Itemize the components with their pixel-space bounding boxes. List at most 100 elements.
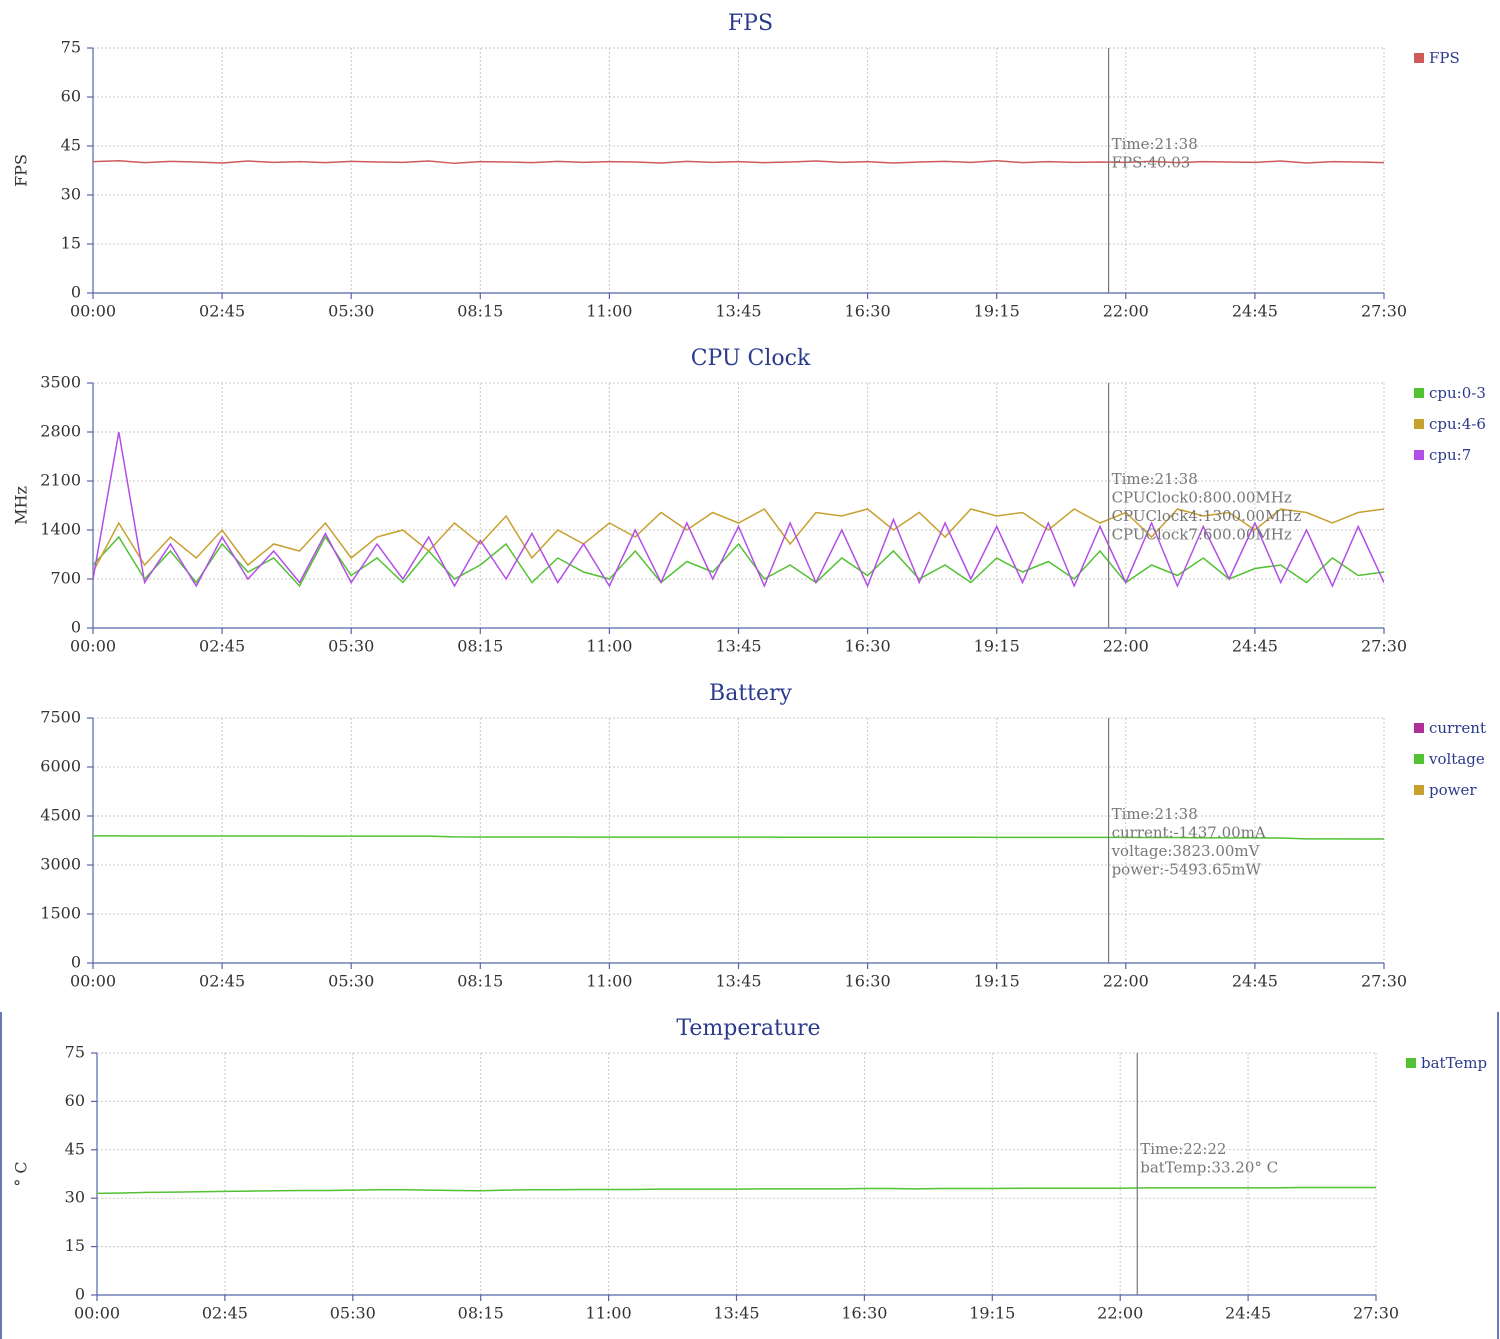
x-tick-label: 22:00 xyxy=(1103,302,1149,321)
chart-title: CPU Clock xyxy=(691,346,811,371)
x-tick-label: 05:30 xyxy=(328,637,374,656)
legend-swatch xyxy=(1414,419,1424,429)
tooltip-text: Time:21:38 xyxy=(1112,805,1198,823)
x-tick-label: 22:00 xyxy=(1103,972,1149,991)
y-tick-label: 3000 xyxy=(40,855,81,874)
x-tick-label: 11:00 xyxy=(586,637,632,656)
legend-swatch xyxy=(1414,53,1424,63)
y-tick-label: 0 xyxy=(71,953,81,972)
y-tick-label: 3500 xyxy=(40,373,81,392)
x-tick-label: 22:00 xyxy=(1097,1304,1143,1323)
legend-label: current xyxy=(1429,719,1486,737)
x-tick-label: 27:30 xyxy=(1361,972,1407,991)
x-tick-label: 22:00 xyxy=(1103,637,1149,656)
x-tick-label: 19:15 xyxy=(974,637,1020,656)
legend-label: cpu:0-3 xyxy=(1429,384,1486,402)
x-tick-label: 13:45 xyxy=(715,637,761,656)
series-line xyxy=(93,159,1384,165)
tooltip-text: CPUClock0:800.00MHz xyxy=(1112,489,1292,507)
series-line xyxy=(93,508,1384,573)
x-tick-label: 24:45 xyxy=(1232,302,1278,321)
x-tick-label: 16:30 xyxy=(841,1304,887,1323)
y-tick-label: 15 xyxy=(61,234,81,253)
x-tick-label: 19:15 xyxy=(974,972,1020,991)
x-tick-label: 19:15 xyxy=(974,302,1020,321)
y-tick-label: 60 xyxy=(61,87,81,106)
y-tick-label: 700 xyxy=(50,569,81,588)
legend-swatch xyxy=(1406,1058,1416,1068)
y-tick-label: 0 xyxy=(71,618,81,637)
y-tick-label: 75 xyxy=(61,38,81,57)
x-tick-label: 08:15 xyxy=(458,1304,504,1323)
y-tick-label: 75 xyxy=(65,1043,85,1062)
series-line xyxy=(93,535,1384,588)
x-tick-label: 00:00 xyxy=(70,637,116,656)
plot-area xyxy=(93,159,1384,165)
series-line xyxy=(93,835,1384,840)
y-tick-label: 0 xyxy=(71,283,81,302)
x-tick-label: 02:45 xyxy=(199,637,245,656)
x-tick-label: 00:00 xyxy=(70,302,116,321)
x-tick-label: 16:30 xyxy=(845,972,891,991)
tooltip-text: CPUClock7:600.00MHz xyxy=(1112,526,1292,544)
tooltip-text: CPUClock4:1300.00MHz xyxy=(1112,507,1302,525)
y-tick-label: 2800 xyxy=(40,422,81,441)
x-tick-label: 02:45 xyxy=(199,972,245,991)
series-line xyxy=(93,1009,1384,1010)
y-tick-label: 1400 xyxy=(40,520,81,539)
x-tick-label: 00:00 xyxy=(74,1304,120,1323)
x-tick-label: 02:45 xyxy=(202,1304,248,1323)
x-tick-label: 00:00 xyxy=(70,972,116,991)
x-tick-label: 08:15 xyxy=(457,302,503,321)
x-tick-label: 08:15 xyxy=(457,637,503,656)
legend-label: batTemp xyxy=(1421,1054,1487,1072)
y-axis-label: ° C xyxy=(12,1161,31,1186)
x-tick-label: 11:00 xyxy=(586,302,632,321)
x-tick-label: 05:30 xyxy=(328,302,374,321)
y-tick-label: 15 xyxy=(65,1236,85,1255)
legend-label: cpu:4-6 xyxy=(1429,415,1486,433)
chart-title: Battery xyxy=(709,681,793,706)
y-tick-label: 1500 xyxy=(40,904,81,923)
y-tick-label: 0 xyxy=(75,1285,85,1304)
x-tick-label: 27:30 xyxy=(1361,637,1407,656)
tooltip-text: voltage:3823.00mV xyxy=(1111,842,1261,860)
tooltip-text: batTemp:33.20° C xyxy=(1140,1159,1278,1177)
x-tick-label: 19:15 xyxy=(969,1304,1015,1323)
legend-swatch xyxy=(1414,723,1424,733)
tooltip-text: Time:22:22 xyxy=(1140,1140,1226,1158)
legend-label: FPS xyxy=(1429,49,1460,67)
x-tick-label: 27:30 xyxy=(1353,1304,1399,1323)
x-tick-label: 08:15 xyxy=(457,972,503,991)
chart-title: Temperature xyxy=(676,1016,820,1041)
y-tick-label: 45 xyxy=(65,1139,85,1158)
x-tick-label: 11:00 xyxy=(586,972,632,991)
tooltip-text: current:-1437.00mA xyxy=(1112,824,1266,842)
x-tick-label: 05:30 xyxy=(328,972,374,991)
series-line xyxy=(93,431,1384,588)
legend-swatch xyxy=(1414,388,1424,398)
x-tick-label: 02:45 xyxy=(199,302,245,321)
tooltip-text: power:-5493.65mW xyxy=(1112,861,1262,879)
plot-area xyxy=(93,835,1384,1010)
y-tick-label: 45 xyxy=(61,136,81,155)
y-tick-label: 2100 xyxy=(40,471,81,490)
chart-title: FPS xyxy=(728,11,773,36)
y-tick-label: 4500 xyxy=(40,806,81,825)
y-tick-label: 6000 xyxy=(40,757,81,776)
plot-area xyxy=(97,1186,1376,1195)
x-tick-label: 16:30 xyxy=(845,302,891,321)
tooltip-text: Time:21:38 xyxy=(1112,135,1198,153)
y-tick-label: 30 xyxy=(61,185,81,204)
series-line xyxy=(97,1186,1376,1195)
x-tick-label: 13:45 xyxy=(713,1304,759,1323)
plot-area xyxy=(93,431,1384,588)
legend-swatch xyxy=(1414,754,1424,764)
x-tick-label: 24:45 xyxy=(1225,1304,1271,1323)
x-tick-label: 16:30 xyxy=(845,637,891,656)
y-tick-label: 30 xyxy=(65,1188,85,1207)
x-tick-label: 11:00 xyxy=(586,1304,632,1323)
y-tick-label: 7500 xyxy=(40,708,81,727)
legend-label: voltage xyxy=(1428,750,1485,768)
